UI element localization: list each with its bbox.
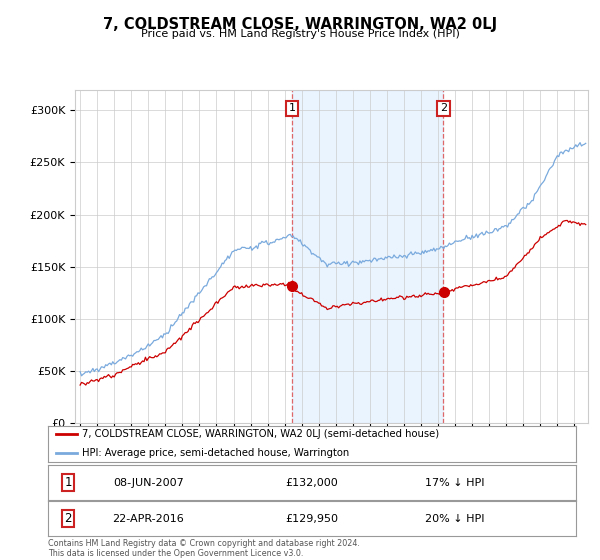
Text: 1: 1: [64, 476, 72, 489]
Text: 08-JUN-2007: 08-JUN-2007: [113, 478, 184, 488]
Text: 2: 2: [440, 104, 447, 113]
Text: 22-APR-2016: 22-APR-2016: [112, 514, 184, 524]
Text: £132,000: £132,000: [286, 478, 338, 488]
Text: 2: 2: [64, 512, 72, 525]
Text: Contains HM Land Registry data © Crown copyright and database right 2024.
This d: Contains HM Land Registry data © Crown c…: [48, 539, 360, 558]
Text: £129,950: £129,950: [286, 514, 338, 524]
Text: 17% ↓ HPI: 17% ↓ HPI: [425, 478, 484, 488]
Text: 20% ↓ HPI: 20% ↓ HPI: [425, 514, 484, 524]
Text: 7, COLDSTREAM CLOSE, WARRINGTON, WA2 0LJ: 7, COLDSTREAM CLOSE, WARRINGTON, WA2 0LJ: [103, 17, 497, 32]
Bar: [292, 90, 443, 423]
Text: Price paid vs. HM Land Registry's House Price Index (HPI): Price paid vs. HM Land Registry's House …: [140, 29, 460, 39]
Text: 1: 1: [289, 104, 296, 113]
Text: HPI: Average price, semi-detached house, Warrington: HPI: Average price, semi-detached house,…: [82, 448, 350, 458]
Text: 7, COLDSTREAM CLOSE, WARRINGTON, WA2 0LJ (semi-detached house): 7, COLDSTREAM CLOSE, WARRINGTON, WA2 0LJ…: [82, 428, 439, 438]
